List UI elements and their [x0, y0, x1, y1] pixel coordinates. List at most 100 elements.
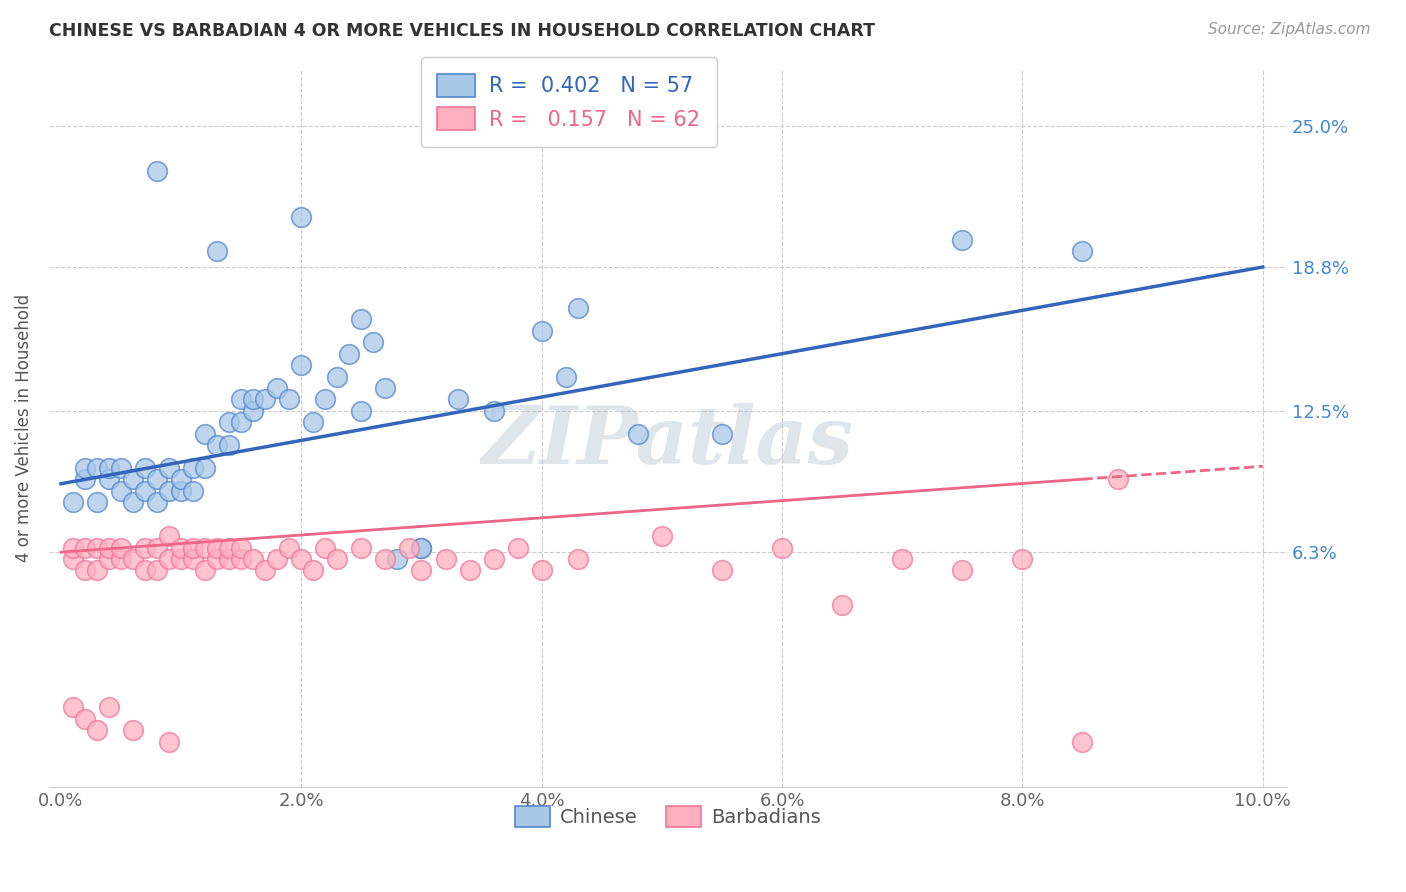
Text: ZIPatlas: ZIPatlas [482, 403, 853, 481]
Point [411, 564, 433, 578]
Point [122, 495, 145, 509]
Point [122, 472, 145, 486]
Point [73, 460, 96, 475]
Point [218, 541, 240, 555]
Point [194, 541, 217, 555]
Point [98, 541, 121, 555]
Point [506, 541, 529, 555]
Point [530, 324, 553, 338]
Point [350, 541, 373, 555]
Point [254, 392, 277, 407]
Point [170, 472, 193, 486]
Point [170, 541, 193, 555]
Point [134, 460, 156, 475]
Point [290, 552, 312, 566]
Point [181, 541, 204, 555]
Point [411, 541, 433, 555]
Point [110, 541, 132, 555]
Point [194, 426, 217, 441]
Text: Source: ZipAtlas.com: Source: ZipAtlas.com [1208, 22, 1371, 37]
Point [651, 529, 673, 543]
Point [242, 403, 264, 417]
Point [482, 552, 505, 566]
Point [770, 541, 793, 555]
Point [146, 164, 169, 178]
Point [831, 598, 853, 612]
Point [387, 552, 409, 566]
Point [278, 392, 301, 407]
Point [326, 552, 349, 566]
Point [567, 301, 589, 315]
Point [205, 552, 228, 566]
Point [134, 541, 156, 555]
Point [122, 723, 145, 738]
Point [205, 541, 228, 555]
Point [398, 541, 420, 555]
Point [458, 564, 481, 578]
Point [62, 541, 84, 555]
Point [411, 541, 433, 555]
Point [1011, 552, 1033, 566]
Point [302, 415, 325, 429]
Point [194, 460, 217, 475]
Point [231, 541, 253, 555]
Point [1071, 734, 1094, 748]
Point [134, 564, 156, 578]
Point [710, 564, 733, 578]
Point [950, 564, 973, 578]
Point [242, 552, 264, 566]
Point [146, 541, 169, 555]
Point [157, 460, 180, 475]
Point [98, 700, 121, 714]
Point [266, 381, 288, 395]
Point [554, 369, 576, 384]
Point [110, 460, 132, 475]
Point [157, 552, 180, 566]
Point [350, 312, 373, 326]
Point [891, 552, 914, 566]
Point [434, 552, 457, 566]
Point [62, 700, 84, 714]
Point [363, 335, 385, 350]
Point [530, 564, 553, 578]
Point [231, 552, 253, 566]
Point [205, 244, 228, 258]
Point [950, 233, 973, 247]
Point [73, 712, 96, 726]
Point [482, 403, 505, 417]
Point [181, 552, 204, 566]
Point [110, 552, 132, 566]
Point [1071, 244, 1094, 258]
Point [73, 541, 96, 555]
Point [157, 529, 180, 543]
Point [86, 564, 108, 578]
Point [98, 552, 121, 566]
Point [62, 495, 84, 509]
Point [146, 472, 169, 486]
Point [62, 552, 84, 566]
Point [627, 426, 650, 441]
Point [122, 552, 145, 566]
Point [181, 483, 204, 498]
Point [218, 552, 240, 566]
Point [710, 426, 733, 441]
Point [170, 552, 193, 566]
Point [157, 483, 180, 498]
Point [266, 552, 288, 566]
Text: CHINESE VS BARBADIAN 4 OR MORE VEHICLES IN HOUSEHOLD CORRELATION CHART: CHINESE VS BARBADIAN 4 OR MORE VEHICLES … [49, 22, 875, 40]
Point [374, 552, 396, 566]
Point [73, 564, 96, 578]
Point [170, 483, 193, 498]
Point [326, 369, 349, 384]
Point [134, 483, 156, 498]
Point [98, 460, 121, 475]
Point [374, 381, 396, 395]
Point [86, 723, 108, 738]
Point [446, 392, 468, 407]
Point [567, 552, 589, 566]
Point [242, 392, 264, 407]
Point [205, 438, 228, 452]
Point [181, 460, 204, 475]
Point [86, 460, 108, 475]
Y-axis label: 4 or more Vehicles in Household: 4 or more Vehicles in Household [15, 293, 32, 562]
